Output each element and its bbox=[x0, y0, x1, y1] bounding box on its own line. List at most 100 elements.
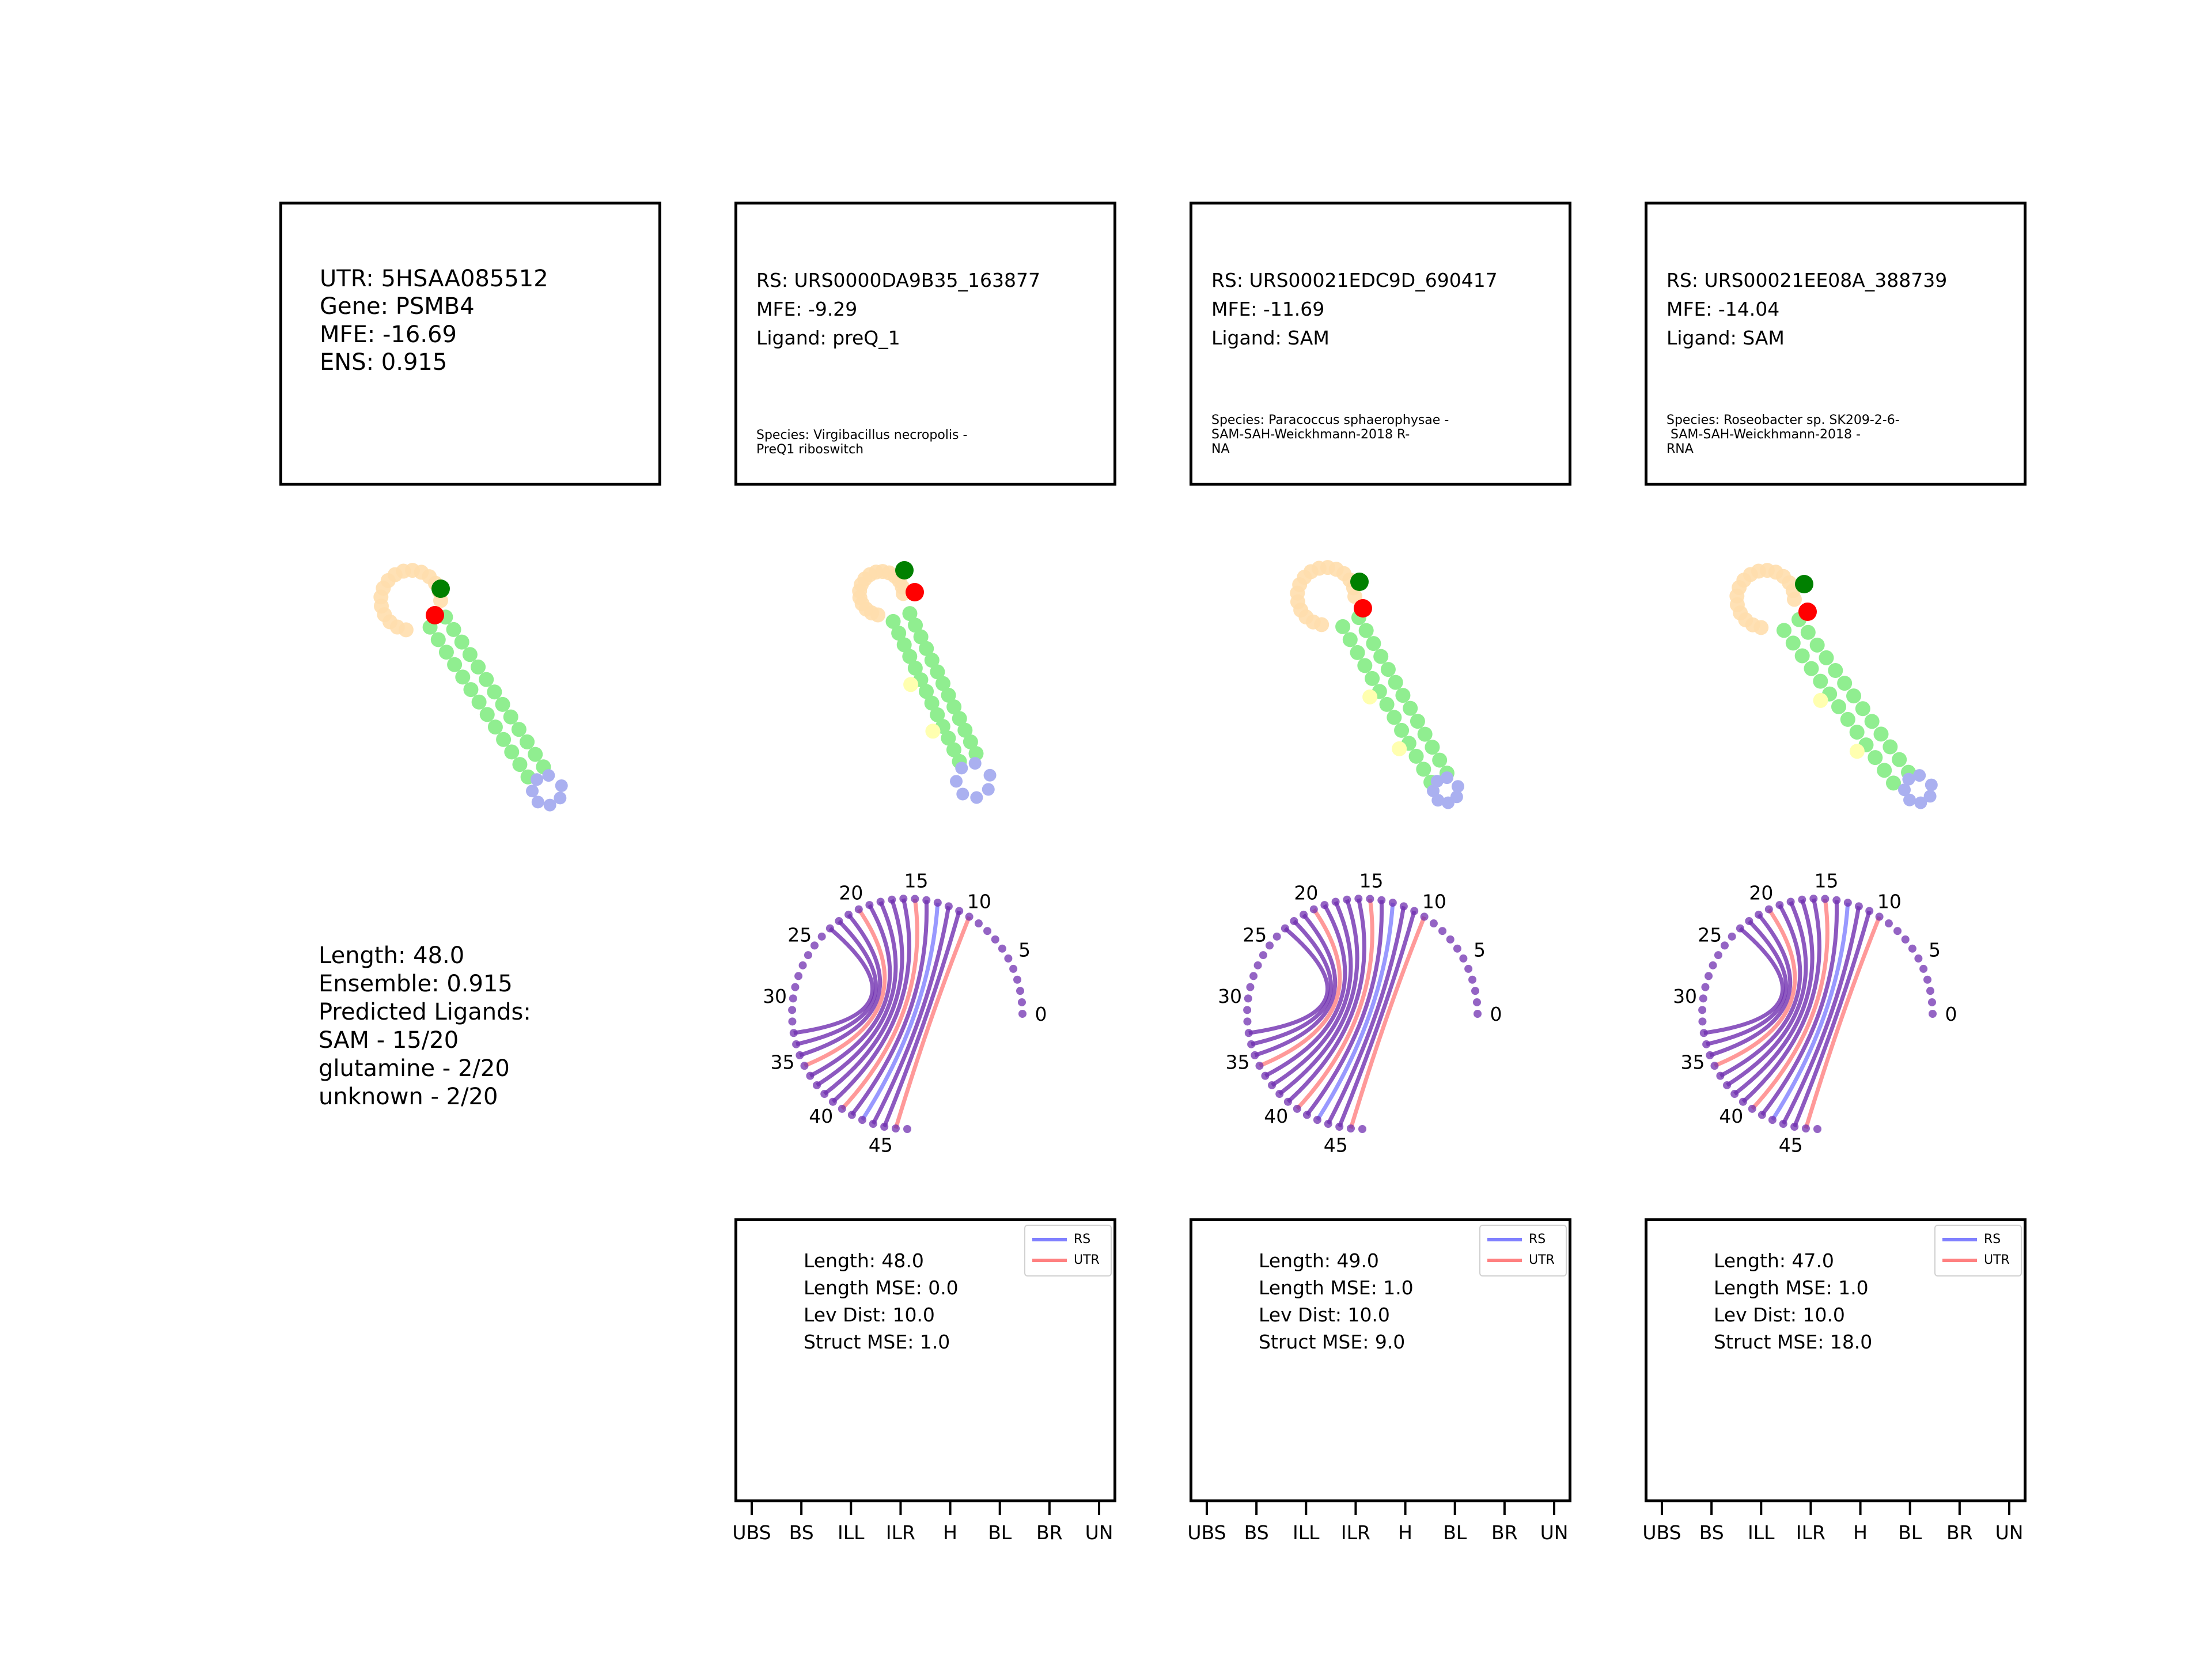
arc-nucleotide bbox=[1420, 912, 1429, 921]
metric-lev-dist: Lev Dist: 10.0 bbox=[1714, 1304, 1845, 1326]
terminal-loop-nucleotide bbox=[1925, 778, 1938, 791]
arc-nucleotide bbox=[1474, 1010, 1482, 1018]
x-tick-label: BS bbox=[789, 1521, 814, 1544]
base-pair-arc bbox=[1751, 898, 1830, 1111]
loop-nucleotide bbox=[1305, 614, 1321, 630]
stem-nucleotide bbox=[479, 672, 494, 687]
legend-label-rs: RS bbox=[1074, 1232, 1091, 1247]
arc-nucleotide bbox=[1018, 1010, 1027, 1018]
base-pair-arc bbox=[1326, 906, 1406, 1125]
x-tick-label: UN bbox=[1540, 1521, 1569, 1544]
x-tick-label: BS bbox=[1244, 1521, 1269, 1544]
legend-item-utr: UTR bbox=[1936, 1251, 2021, 1268]
loop-nucleotide bbox=[1733, 605, 1748, 621]
arc-nucleotide bbox=[1813, 1125, 1821, 1133]
stem-nucleotide bbox=[471, 659, 486, 675]
arc-nucleotide bbox=[1758, 1111, 1766, 1119]
loop-nucleotide bbox=[858, 601, 874, 617]
stem-nucleotide bbox=[528, 747, 543, 762]
arc-nucleotide bbox=[1468, 975, 1477, 984]
arc-position-label: 5 bbox=[1474, 939, 1486, 961]
stem-nucleotide bbox=[511, 722, 527, 737]
base-pair-arc bbox=[1259, 908, 1342, 1068]
arc-nucleotide bbox=[1446, 935, 1455, 944]
loop-nucleotide bbox=[1743, 567, 1758, 582]
legend-swatch-utr bbox=[1487, 1259, 1522, 1262]
arc-nucleotide bbox=[998, 944, 1006, 953]
arc-nucleotide bbox=[1821, 895, 1830, 903]
stem-nucleotide bbox=[1822, 686, 1838, 702]
base-pair-arc bbox=[1248, 927, 1330, 1035]
stem-nucleotide bbox=[1855, 701, 1870, 717]
metric-lev-dist: Lev Dist: 10.0 bbox=[1259, 1304, 1390, 1326]
loop-nucleotide bbox=[433, 593, 448, 608]
base-pair-arc bbox=[1804, 916, 1881, 1130]
arc-nucleotide bbox=[1324, 1120, 1332, 1128]
base-pair-arc bbox=[816, 901, 898, 1087]
arc-nucleotide bbox=[1798, 895, 1806, 904]
loop-nucleotide bbox=[854, 596, 870, 612]
x-tick-label: BS bbox=[1699, 1521, 1724, 1544]
stem-nucleotide bbox=[902, 606, 918, 622]
stem-nucleotide bbox=[1388, 675, 1403, 690]
loop-nucleotide bbox=[1729, 588, 1745, 604]
stem-nucleotide bbox=[1403, 700, 1418, 716]
loop-nucleotide bbox=[1736, 573, 1752, 588]
terminal-loop-nucleotide bbox=[526, 785, 539, 798]
base-pair-arc bbox=[1251, 919, 1334, 1047]
stem-nucleotide bbox=[512, 757, 528, 772]
terminal-loop-nucleotide bbox=[982, 783, 995, 796]
loop-nucleotide bbox=[1303, 564, 1319, 579]
arc-nucleotide bbox=[888, 895, 896, 904]
loop-nucleotide bbox=[1292, 577, 1308, 592]
x-tick-label: ILR bbox=[1340, 1521, 1370, 1544]
metric-length-mse: Length MSE: 1.0 bbox=[1714, 1277, 1869, 1299]
arc-nucleotide bbox=[1720, 941, 1729, 950]
stem-nucleotide bbox=[495, 696, 510, 712]
stem-nucleotide bbox=[885, 613, 901, 629]
stem-nucleotide bbox=[536, 759, 551, 775]
stem-nucleotide bbox=[1776, 623, 1791, 638]
stem-nucleotide bbox=[454, 634, 469, 650]
arc-nucleotide bbox=[1281, 924, 1289, 933]
start-marker bbox=[1350, 573, 1369, 591]
loop-nucleotide bbox=[881, 565, 897, 581]
terminal-loop-nucleotide bbox=[1913, 769, 1926, 782]
terminal-loop-nucleotide bbox=[543, 798, 556, 812]
arc-nucleotide bbox=[1875, 912, 1884, 921]
stem-nucleotide bbox=[1351, 610, 1366, 626]
loop-nucleotide bbox=[857, 571, 873, 587]
base-pair-arc bbox=[1714, 908, 1797, 1068]
base-pair-arc bbox=[882, 910, 961, 1128]
legend-label-utr: UTR bbox=[1074, 1253, 1100, 1267]
arc-position-label: 30 bbox=[763, 985, 787, 1007]
stem-nucleotide bbox=[446, 622, 461, 637]
arc-nucleotide bbox=[1009, 964, 1018, 973]
legend-swatch-rs bbox=[1487, 1238, 1522, 1241]
utr-id: UTR: 5HSAA085512 bbox=[320, 266, 548, 292]
terminal-loop-nucleotide bbox=[1914, 796, 1927, 809]
terminal-loop-nucleotide bbox=[542, 769, 555, 782]
stem-nucleotide bbox=[1858, 737, 1874, 753]
base-pair-arc bbox=[793, 927, 874, 1035]
metric-struct-mse: Struct MSE: 9.0 bbox=[1259, 1331, 1406, 1353]
arc-nucleotide bbox=[1927, 998, 1936, 1006]
structure-drawing-4 bbox=[1729, 563, 1938, 809]
arc-position-label: 15 bbox=[1814, 870, 1838, 892]
base-pair-arc bbox=[796, 919, 878, 1047]
stem-nucleotide bbox=[1394, 722, 1410, 738]
terminal-loop-nucleotide bbox=[555, 779, 568, 792]
base-pair-arc bbox=[823, 899, 904, 1096]
x-tick-label: BL bbox=[1898, 1521, 1922, 1544]
stem-nucleotide bbox=[1358, 623, 1374, 638]
arc-nucleotide bbox=[1244, 1029, 1253, 1037]
utr-mfe: MFE: -16.69 bbox=[320, 321, 457, 348]
stem-nucleotide bbox=[479, 707, 495, 722]
terminal-loop-nucleotide bbox=[1440, 771, 1453, 785]
arc-nucleotide bbox=[1471, 987, 1479, 995]
arc-nucleotide bbox=[891, 1124, 900, 1132]
loop-nucleotide bbox=[1751, 563, 1766, 579]
arc-nucleotide bbox=[1914, 954, 1923, 963]
stem-nucleotide bbox=[930, 664, 945, 680]
